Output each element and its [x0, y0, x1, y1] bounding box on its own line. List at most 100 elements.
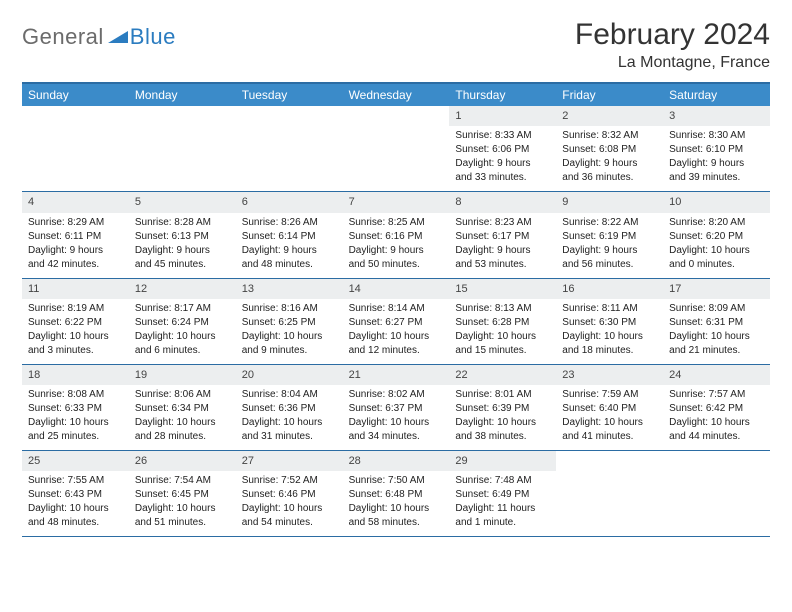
- daylight-text: and 18 minutes.: [562, 344, 657, 357]
- sunset-text: Sunset: 6:49 PM: [455, 488, 550, 501]
- day-header: Tuesday: [236, 84, 343, 106]
- sunset-text: Sunset: 6:48 PM: [349, 488, 444, 501]
- day-details: Sunrise: 8:30 AMSunset: 6:10 PMDaylight:…: [663, 126, 770, 191]
- day-cell: 28 Sunrise: 7:50 AMSunset: 6:48 PMDayligh…: [343, 451, 450, 536]
- sunrise-text: Sunrise: 8:17 AM: [135, 302, 230, 315]
- day-header-row: SundayMondayTuesdayWednesdayThursdayFrid…: [22, 84, 770, 106]
- sunset-text: Sunset: 6:17 PM: [455, 230, 550, 243]
- sunset-text: Sunset: 6:27 PM: [349, 316, 444, 329]
- day-details: Sunrise: 7:48 AMSunset: 6:49 PMDaylight:…: [449, 471, 556, 536]
- daylight-text: and 21 minutes.: [669, 344, 764, 357]
- sunrise-text: Sunrise: 8:06 AM: [135, 388, 230, 401]
- sunset-text: Sunset: 6:43 PM: [28, 488, 123, 501]
- day-cell: 24Sunrise: 7:57 AMSunset: 6:42 PMDayligh…: [663, 365, 770, 450]
- daylight-text: and 39 minutes.: [669, 171, 764, 184]
- day-cell: 19Sunrise: 8:06 AMSunset: 6:34 PMDayligh…: [129, 365, 236, 450]
- sunset-text: Sunset: 6:37 PM: [349, 402, 444, 415]
- day-details: Sunrise: 7:55 AMSunset: 6:43 PMDaylight:…: [22, 471, 129, 536]
- sunrise-text: Sunrise: 7:57 AM: [669, 388, 764, 401]
- day-number: [556, 451, 663, 457]
- week-row: 1Sunrise: 8:33 AMSunset: 6:06 PMDaylight…: [22, 106, 770, 192]
- day-cell: 16Sunrise: 8:11 AMSunset: 6:30 PMDayligh…: [556, 279, 663, 364]
- day-details: Sunrise: 7:52 AMSunset: 6:46 PMDaylight:…: [236, 471, 343, 536]
- daylight-text: Daylight: 10 hours: [28, 502, 123, 515]
- day-number: 26: [129, 451, 236, 471]
- day-cell: 6Sunrise: 8:26 AMSunset: 6:14 PMDaylight…: [236, 192, 343, 277]
- daylight-text: and 51 minutes.: [135, 516, 230, 529]
- sunset-text: Sunset: 6:46 PM: [242, 488, 337, 501]
- daylight-text: and 54 minutes.: [242, 516, 337, 529]
- header: General Blue February 2024 La Montagne, …: [22, 18, 770, 72]
- day-number: 27: [236, 451, 343, 471]
- sunset-text: Sunset: 6:14 PM: [242, 230, 337, 243]
- day-number: 4: [22, 192, 129, 212]
- day-number: 28: [343, 451, 450, 471]
- day-number: 5: [129, 192, 236, 212]
- day-details: Sunrise: 8:20 AMSunset: 6:20 PMDaylight:…: [663, 213, 770, 278]
- sunrise-text: Sunrise: 7:50 AM: [349, 474, 444, 487]
- sunrise-text: Sunrise: 8:01 AM: [455, 388, 550, 401]
- day-number: 9: [556, 192, 663, 212]
- daylight-text: Daylight: 9 hours: [562, 244, 657, 257]
- day-header: Wednesday: [343, 84, 450, 106]
- day-details: Sunrise: 8:32 AMSunset: 6:08 PMDaylight:…: [556, 126, 663, 191]
- daylight-text: and 48 minutes.: [242, 258, 337, 271]
- day-details: Sunrise: 8:14 AMSunset: 6:27 PMDaylight:…: [343, 299, 450, 364]
- daylight-text: Daylight: 10 hours: [242, 416, 337, 429]
- day-details: Sunrise: 8:09 AMSunset: 6:31 PMDaylight:…: [663, 299, 770, 364]
- day-number: 18: [22, 365, 129, 385]
- day-number: 20: [236, 365, 343, 385]
- daylight-text: and 0 minutes.: [669, 258, 764, 271]
- daylight-text: Daylight: 9 hours: [562, 157, 657, 170]
- daylight-text: Daylight: 9 hours: [669, 157, 764, 170]
- daylight-text: Daylight: 10 hours: [349, 330, 444, 343]
- daylight-text: Daylight: 10 hours: [28, 416, 123, 429]
- daylight-text: and 41 minutes.: [562, 430, 657, 443]
- sunset-text: Sunset: 6:10 PM: [669, 143, 764, 156]
- empty-cell: [556, 451, 663, 536]
- day-number: 15: [449, 279, 556, 299]
- day-number: 8: [449, 192, 556, 212]
- sunset-text: Sunset: 6:24 PM: [135, 316, 230, 329]
- day-cell: 27Sunrise: 7:52 AMSunset: 6:46 PMDayligh…: [236, 451, 343, 536]
- daylight-text: Daylight: 10 hours: [349, 502, 444, 515]
- daylight-text: Daylight: 9 hours: [455, 157, 550, 170]
- calendar: SundayMondayTuesdayWednesdayThursdayFrid…: [22, 82, 770, 537]
- day-header: Friday: [556, 84, 663, 106]
- sunrise-text: Sunrise: 8:25 AM: [349, 216, 444, 229]
- day-number: [22, 106, 129, 112]
- day-details: Sunrise: 8:28 AMSunset: 6:13 PMDaylight:…: [129, 213, 236, 278]
- daylight-text: Daylight: 10 hours: [669, 416, 764, 429]
- daylight-text: and 28 minutes.: [135, 430, 230, 443]
- day-cell: 12Sunrise: 8:17 AMSunset: 6:24 PMDayligh…: [129, 279, 236, 364]
- sunset-text: Sunset: 6:31 PM: [669, 316, 764, 329]
- sunset-text: Sunset: 6:40 PM: [562, 402, 657, 415]
- week-row: 25Sunrise: 7:55 AMSunset: 6:43 PMDayligh…: [22, 451, 770, 537]
- sunrise-text: Sunrise: 8:19 AM: [28, 302, 123, 315]
- empty-cell: [129, 106, 236, 191]
- day-details: Sunrise: 8:13 AMSunset: 6:28 PMDaylight:…: [449, 299, 556, 364]
- day-number: 11: [22, 279, 129, 299]
- sunrise-text: Sunrise: 8:08 AM: [28, 388, 123, 401]
- day-number: 1: [449, 106, 556, 126]
- sunset-text: Sunset: 6:33 PM: [28, 402, 123, 415]
- daylight-text: Daylight: 10 hours: [242, 502, 337, 515]
- daylight-text: and 44 minutes.: [669, 430, 764, 443]
- sunrise-text: Sunrise: 7:52 AM: [242, 474, 337, 487]
- sunrise-text: Sunrise: 7:48 AM: [455, 474, 550, 487]
- day-number: 29: [449, 451, 556, 471]
- location: La Montagne, France: [575, 54, 770, 72]
- day-cell: 23Sunrise: 7:59 AMSunset: 6:40 PMDayligh…: [556, 365, 663, 450]
- sunset-text: Sunset: 6:13 PM: [135, 230, 230, 243]
- day-number: [129, 106, 236, 112]
- sunset-text: Sunset: 6:16 PM: [349, 230, 444, 243]
- daylight-text: Daylight: 10 hours: [349, 416, 444, 429]
- sunrise-text: Sunrise: 8:20 AM: [669, 216, 764, 229]
- sunset-text: Sunset: 6:36 PM: [242, 402, 337, 415]
- daylight-text: Daylight: 10 hours: [135, 502, 230, 515]
- day-details: Sunrise: 8:17 AMSunset: 6:24 PMDaylight:…: [129, 299, 236, 364]
- sunrise-text: Sunrise: 8:26 AM: [242, 216, 337, 229]
- day-details: Sunrise: 8:19 AMSunset: 6:22 PMDaylight:…: [22, 299, 129, 364]
- daylight-text: and 34 minutes.: [349, 430, 444, 443]
- day-cell: 2Sunrise: 8:32 AMSunset: 6:08 PMDaylight…: [556, 106, 663, 191]
